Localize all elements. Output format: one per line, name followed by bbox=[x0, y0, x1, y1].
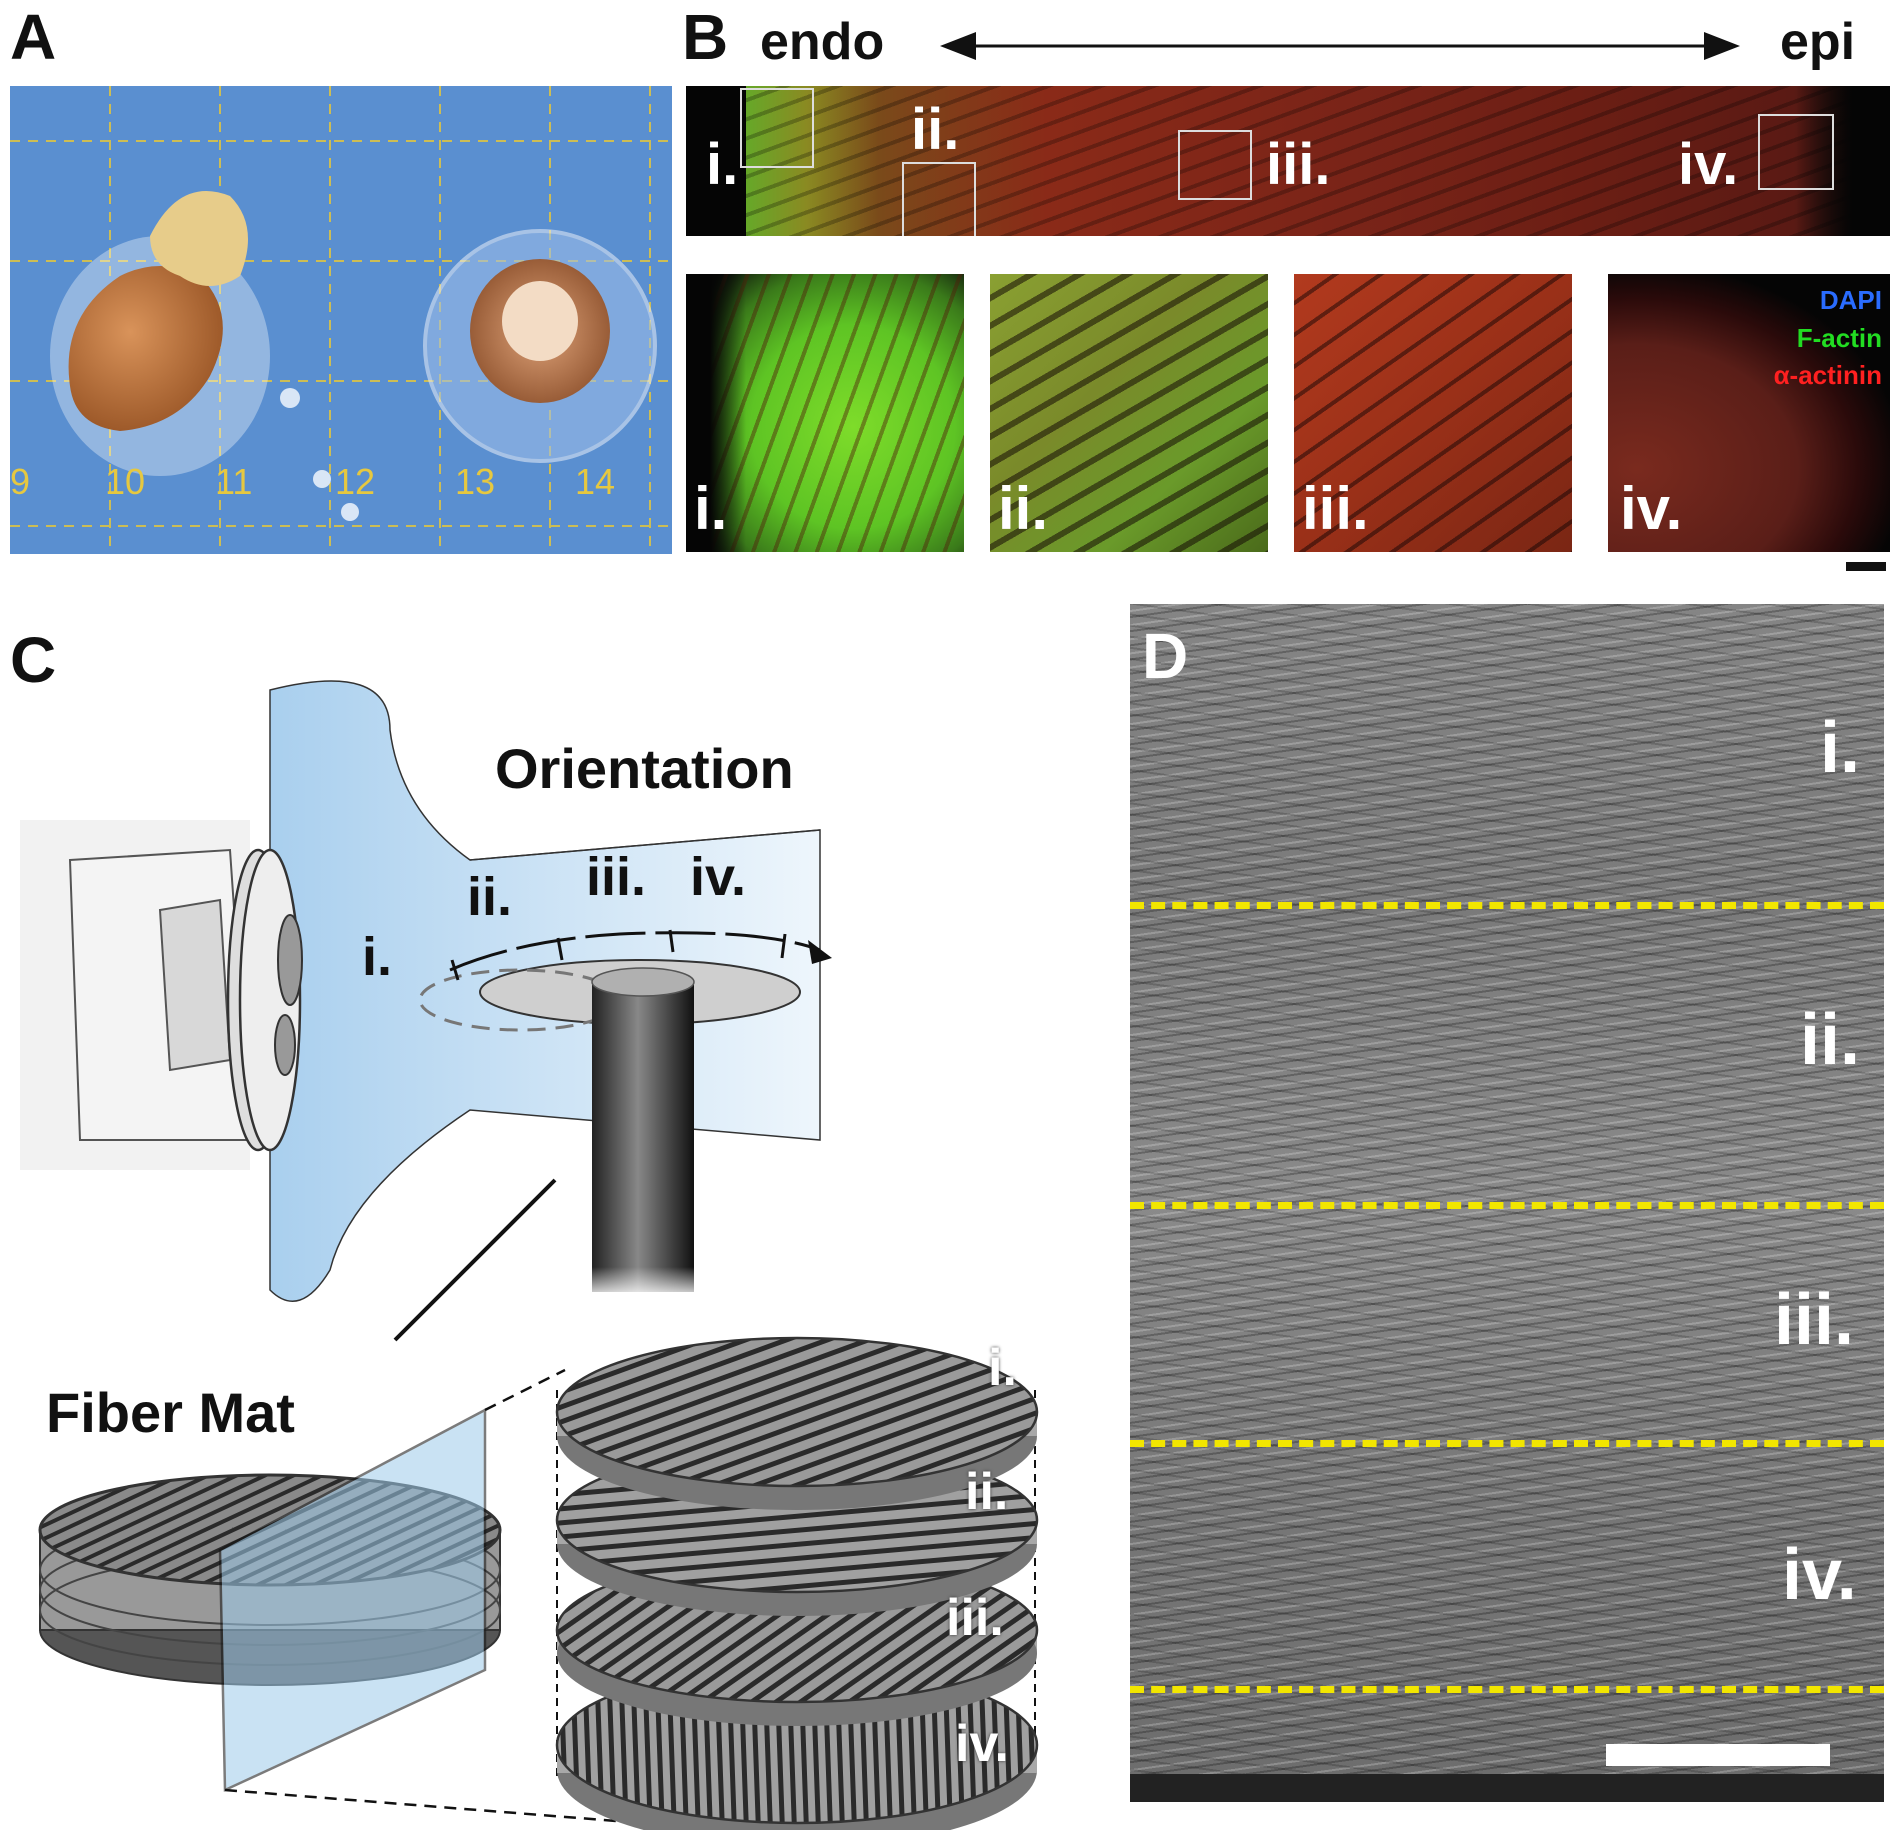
roi-box-iii bbox=[1178, 130, 1252, 200]
channel-legend: DAPI F-actin α-actinin bbox=[1774, 282, 1882, 395]
layer-label-ii: ii. bbox=[965, 1463, 1009, 1521]
electrospinning-diagram bbox=[20, 680, 1039, 1830]
heart-photo-graphic bbox=[10, 86, 672, 554]
legend-alpha-actinin: α-actinin bbox=[1773, 360, 1882, 391]
roi-box-ii bbox=[902, 162, 976, 236]
ruler-tick: 12 bbox=[335, 461, 376, 502]
orientation-label-iii: iii. bbox=[586, 847, 647, 907]
region-label-i: i. bbox=[1820, 708, 1861, 788]
panel-a-photo: 9 10 11 12 13 14 bbox=[10, 86, 672, 554]
orientation-label-ii: ii. bbox=[467, 867, 513, 927]
inset-label-i: i. bbox=[694, 475, 728, 542]
strip-label-iii: iii. bbox=[1266, 132, 1331, 197]
inset-label-ii: ii. bbox=[998, 475, 1049, 542]
inset-ii: ii. bbox=[990, 274, 1268, 552]
layer-stack bbox=[555, 1336, 1039, 1830]
legend-dapi: DAPI bbox=[1819, 285, 1882, 315]
panel-a-letter: A bbox=[10, 1, 57, 73]
tissue-strip-image: i. ii. iii. iv. bbox=[686, 86, 1890, 236]
inset-iii: iii. bbox=[1294, 274, 1572, 552]
panel-b-scale-bar bbox=[1846, 562, 1886, 571]
ruler-tick: 13 bbox=[455, 461, 496, 502]
layer-label-iii: iii. bbox=[946, 1589, 1004, 1647]
legend-f-actin: F-actin bbox=[1796, 322, 1882, 353]
strip-label-ii: ii. bbox=[911, 97, 960, 162]
region-divider bbox=[1130, 902, 1884, 909]
inset-label-iii: iii. bbox=[1302, 475, 1369, 542]
panel-c-letter: C bbox=[10, 624, 57, 696]
sem-image: D i. ii. iii. iv. bbox=[1130, 604, 1884, 1802]
panel-b-letter: B bbox=[682, 1, 729, 73]
inset-iv: iv. DAPI F-actin α-actinin bbox=[1608, 274, 1890, 552]
layer-label-i: i. bbox=[988, 1339, 1017, 1397]
strip-label-i: i. bbox=[706, 132, 739, 197]
epi-label: epi bbox=[1780, 13, 1856, 71]
orientation-label-iv: iv. bbox=[690, 847, 747, 907]
panel-d-scale-bar bbox=[1606, 1744, 1830, 1766]
ruler-tick: 14 bbox=[575, 461, 616, 502]
ruler-ticks: 9 10 11 12 13 14 bbox=[10, 461, 672, 521]
region-divider bbox=[1130, 1202, 1884, 1209]
layer-label-iv: iv. bbox=[955, 1715, 1009, 1773]
region-label-iv: iv. bbox=[1782, 1535, 1857, 1615]
inset-i: i. bbox=[686, 274, 964, 552]
orientation-label-i: i. bbox=[362, 927, 393, 987]
roi-box-iv bbox=[1758, 114, 1834, 190]
ruler-tick: 11 bbox=[215, 461, 253, 502]
ruler-tick: 10 bbox=[105, 461, 146, 502]
inset-label-iv: iv. bbox=[1620, 475, 1683, 542]
strip-label-iv: iv. bbox=[1678, 132, 1739, 197]
region-divider bbox=[1130, 1440, 1884, 1447]
fiber-mat-label: Fiber Mat bbox=[46, 1381, 295, 1444]
region-label-iii: iii. bbox=[1774, 1280, 1855, 1360]
region-divider bbox=[1130, 1686, 1884, 1693]
orientation-title: Orientation bbox=[495, 737, 794, 800]
roi-box-i bbox=[740, 88, 814, 168]
endo-label: endo bbox=[760, 13, 885, 71]
ruler-tick: 9 bbox=[10, 461, 31, 502]
panel-d-letter: D bbox=[1142, 620, 1189, 692]
region-label-ii: ii. bbox=[1800, 1000, 1861, 1080]
endo-epi-arrow bbox=[940, 32, 1740, 60]
